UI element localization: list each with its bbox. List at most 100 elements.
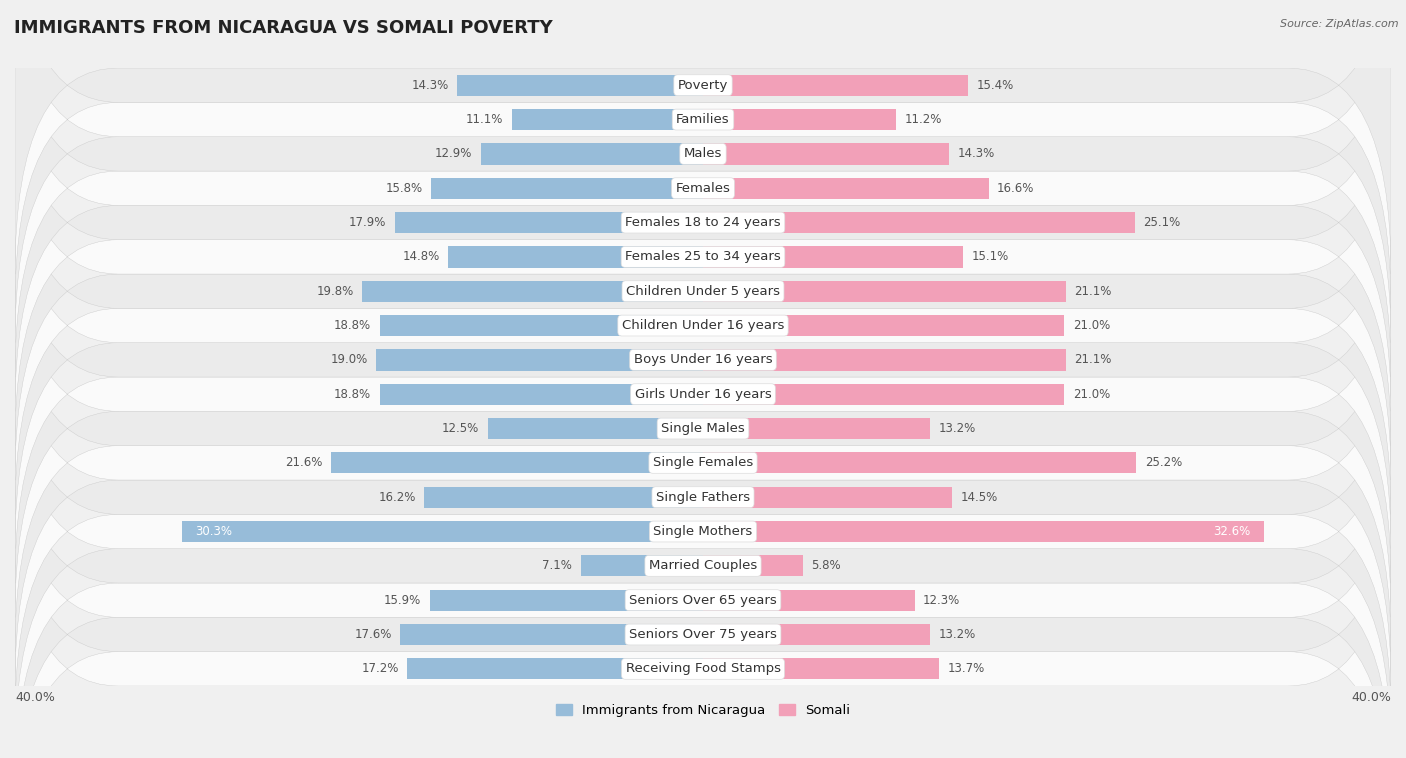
Bar bbox=[703, 658, 939, 679]
FancyBboxPatch shape bbox=[15, 0, 1391, 309]
Bar bbox=[703, 384, 1064, 405]
Text: Single Females: Single Females bbox=[652, 456, 754, 469]
Bar bbox=[703, 349, 1066, 371]
Bar bbox=[512, 109, 703, 130]
Bar bbox=[703, 624, 929, 645]
Bar bbox=[581, 555, 703, 577]
Text: 13.2%: 13.2% bbox=[939, 628, 976, 641]
Bar bbox=[703, 521, 1264, 542]
Bar bbox=[432, 177, 703, 199]
FancyBboxPatch shape bbox=[15, 205, 1391, 583]
Text: Single Fathers: Single Fathers bbox=[657, 490, 749, 503]
Text: 21.6%: 21.6% bbox=[285, 456, 323, 469]
Text: 12.3%: 12.3% bbox=[924, 594, 960, 606]
Text: 15.4%: 15.4% bbox=[977, 79, 1014, 92]
Text: 21.1%: 21.1% bbox=[1074, 285, 1112, 298]
Text: 15.9%: 15.9% bbox=[384, 594, 420, 606]
Text: Seniors Over 65 years: Seniors Over 65 years bbox=[628, 594, 778, 606]
Text: 5.8%: 5.8% bbox=[811, 559, 841, 572]
Bar bbox=[363, 280, 703, 302]
Text: Females 25 to 34 years: Females 25 to 34 years bbox=[626, 250, 780, 263]
Text: 15.8%: 15.8% bbox=[385, 182, 423, 195]
Bar bbox=[703, 109, 896, 130]
Bar bbox=[429, 590, 703, 611]
Text: 16.6%: 16.6% bbox=[997, 182, 1035, 195]
Bar bbox=[488, 418, 703, 439]
Text: 19.0%: 19.0% bbox=[330, 353, 367, 366]
Text: 11.2%: 11.2% bbox=[904, 113, 942, 126]
Text: 16.2%: 16.2% bbox=[378, 490, 416, 503]
FancyBboxPatch shape bbox=[15, 0, 1391, 377]
Bar bbox=[332, 453, 703, 474]
Text: Males: Males bbox=[683, 147, 723, 161]
Text: 14.3%: 14.3% bbox=[411, 79, 449, 92]
Text: Source: ZipAtlas.com: Source: ZipAtlas.com bbox=[1281, 19, 1399, 29]
Text: 32.6%: 32.6% bbox=[1213, 525, 1250, 538]
Bar bbox=[703, 143, 949, 164]
FancyBboxPatch shape bbox=[15, 412, 1391, 758]
Text: IMMIGRANTS FROM NICARAGUA VS SOMALI POVERTY: IMMIGRANTS FROM NICARAGUA VS SOMALI POVE… bbox=[14, 19, 553, 37]
Text: 14.5%: 14.5% bbox=[960, 490, 998, 503]
Bar bbox=[703, 453, 1136, 474]
Bar bbox=[703, 555, 803, 577]
Text: 21.0%: 21.0% bbox=[1073, 387, 1111, 401]
Bar bbox=[449, 246, 703, 268]
FancyBboxPatch shape bbox=[15, 102, 1391, 480]
FancyBboxPatch shape bbox=[15, 240, 1391, 617]
Bar bbox=[380, 315, 703, 337]
FancyBboxPatch shape bbox=[15, 136, 1391, 515]
Bar bbox=[181, 521, 703, 542]
FancyBboxPatch shape bbox=[15, 33, 1391, 412]
Text: 18.8%: 18.8% bbox=[333, 319, 371, 332]
Text: 14.8%: 14.8% bbox=[402, 250, 440, 263]
Text: 14.3%: 14.3% bbox=[957, 147, 995, 161]
Text: 13.7%: 13.7% bbox=[948, 662, 984, 675]
Legend: Immigrants from Nicaragua, Somali: Immigrants from Nicaragua, Somali bbox=[551, 699, 855, 722]
Text: Females 18 to 24 years: Females 18 to 24 years bbox=[626, 216, 780, 229]
Bar bbox=[481, 143, 703, 164]
Text: Boys Under 16 years: Boys Under 16 years bbox=[634, 353, 772, 366]
Text: Females: Females bbox=[675, 182, 731, 195]
FancyBboxPatch shape bbox=[15, 0, 1391, 343]
Text: 17.9%: 17.9% bbox=[349, 216, 387, 229]
FancyBboxPatch shape bbox=[15, 0, 1391, 274]
Text: Children Under 16 years: Children Under 16 years bbox=[621, 319, 785, 332]
Text: 19.8%: 19.8% bbox=[316, 285, 354, 298]
Text: 15.1%: 15.1% bbox=[972, 250, 1008, 263]
Text: Families: Families bbox=[676, 113, 730, 126]
Text: 11.1%: 11.1% bbox=[467, 113, 503, 126]
FancyBboxPatch shape bbox=[15, 446, 1391, 758]
Text: 21.0%: 21.0% bbox=[1073, 319, 1111, 332]
Text: Receiving Food Stamps: Receiving Food Stamps bbox=[626, 662, 780, 675]
Bar bbox=[425, 487, 703, 508]
Bar bbox=[703, 487, 952, 508]
Text: 40.0%: 40.0% bbox=[1351, 691, 1391, 704]
Text: 25.2%: 25.2% bbox=[1144, 456, 1182, 469]
Text: Seniors Over 75 years: Seniors Over 75 years bbox=[628, 628, 778, 641]
FancyBboxPatch shape bbox=[15, 480, 1391, 758]
Bar bbox=[395, 212, 703, 233]
Bar bbox=[380, 384, 703, 405]
FancyBboxPatch shape bbox=[15, 377, 1391, 755]
Text: 12.5%: 12.5% bbox=[441, 422, 479, 435]
Text: 13.2%: 13.2% bbox=[939, 422, 976, 435]
Text: Poverty: Poverty bbox=[678, 79, 728, 92]
Text: 17.2%: 17.2% bbox=[361, 662, 398, 675]
Text: 18.8%: 18.8% bbox=[333, 387, 371, 401]
FancyBboxPatch shape bbox=[15, 68, 1391, 446]
Bar bbox=[457, 74, 703, 96]
Bar bbox=[408, 658, 703, 679]
Text: 21.1%: 21.1% bbox=[1074, 353, 1112, 366]
Text: 12.9%: 12.9% bbox=[434, 147, 472, 161]
Bar bbox=[401, 624, 703, 645]
Bar bbox=[703, 418, 929, 439]
Text: 17.6%: 17.6% bbox=[354, 628, 392, 641]
FancyBboxPatch shape bbox=[15, 171, 1391, 549]
Text: 25.1%: 25.1% bbox=[1143, 216, 1181, 229]
Bar bbox=[377, 349, 703, 371]
Bar bbox=[703, 246, 963, 268]
Text: 40.0%: 40.0% bbox=[15, 691, 55, 704]
FancyBboxPatch shape bbox=[15, 309, 1391, 686]
FancyBboxPatch shape bbox=[15, 343, 1391, 720]
Bar bbox=[703, 177, 988, 199]
